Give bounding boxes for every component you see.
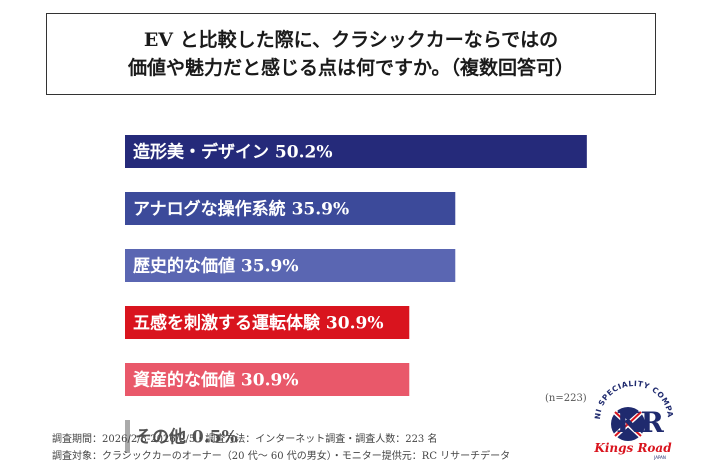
bar-category-0: 造形美・デザイン [133, 142, 269, 163]
chart-title-line-2: 価値や魅力だと感じる点は何ですか。（複数回答可） [127, 57, 575, 79]
bar-0 [125, 135, 587, 168]
bar-category-5: その他 [135, 427, 186, 448]
bar-value-4: 30.9% [235, 371, 298, 391]
bar-2 [125, 249, 456, 282]
bar-label-1: アナログな操作系統 35.9% [133, 199, 349, 220]
footnote-survey-target: 調査対象：クラシックカーのオーナー（20 代～ 60 代の男女）・モニター提供元… [52, 451, 511, 462]
bar-value-2: 35.9% [235, 257, 298, 277]
bar-value-3: 30.9% [320, 314, 383, 334]
bar-4 [125, 363, 410, 396]
bar-5 [125, 420, 130, 453]
footnote-survey-period: 調査期間：2026/2/3-2026/2/5・調査方法：インターネット調査・調査… [52, 434, 438, 445]
bar-label-0: 造形美・デザイン 50.2% [133, 142, 332, 163]
bar-label-3: 五感を刺激する運転体験 30.9% [133, 313, 383, 334]
kings-road-logo: MINI SPECIALITY COMPANY KR Kings Road JA… [578, 362, 674, 460]
logo-tagline: JAPAN [653, 455, 666, 460]
bar-label-4: 資産的な価値 30.9% [133, 370, 298, 391]
chart-title-box: EV と比較した際に、クラシックカーならではの 価値や魅力だと感じる点は何ですか… [46, 13, 656, 95]
sample-size-note: (n=223) [545, 393, 587, 404]
logo-flag-red [614, 411, 642, 437]
bar-category-2: 歴史的な価値 [133, 256, 235, 277]
chart-title-line-1: EV と比較した際に、クラシックカーならではの [143, 29, 559, 51]
logo-letters: KR [616, 406, 664, 439]
bar-value-1: 35.9% [286, 200, 349, 220]
bar-label-5: その他 0.5% [135, 427, 238, 448]
bar-label-2: 歴史的な価値 35.9% [133, 256, 298, 277]
bar-category-1: アナログな操作系統 [133, 199, 286, 220]
bar-category-4: 資産的な価値 [133, 370, 235, 391]
logo-brand-text: Kings Road [593, 441, 672, 455]
bar-3 [125, 306, 410, 339]
bar-value-0: 50.2% [269, 143, 332, 163]
bar-value-5: 0.5% [186, 428, 238, 448]
bar-1 [125, 192, 456, 225]
bar-category-3: 五感を刺激する運転体験 [133, 313, 321, 334]
